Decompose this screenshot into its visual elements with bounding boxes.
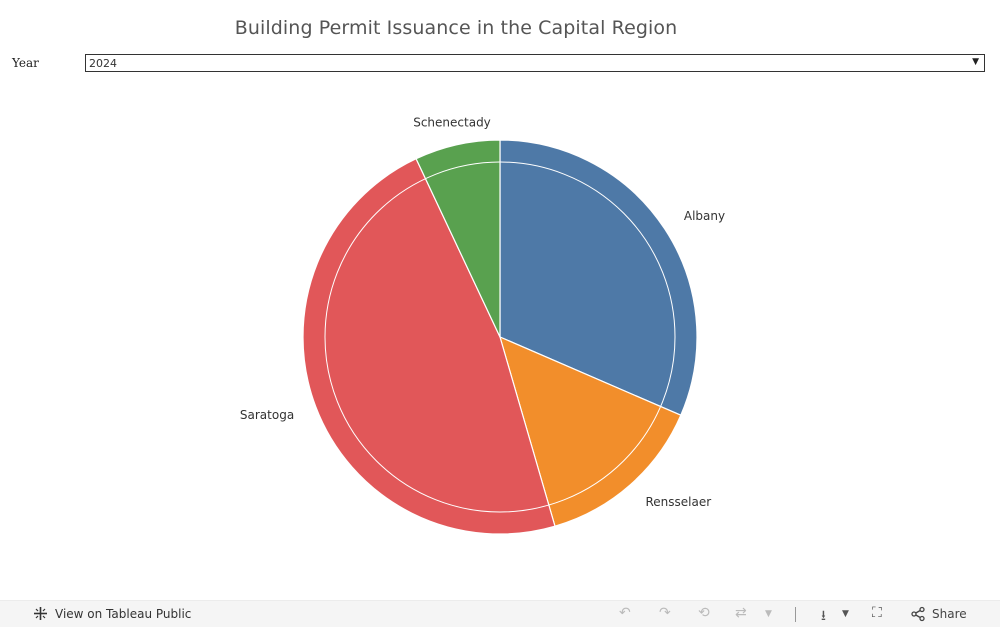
share-button[interactable]: Share	[910, 606, 967, 622]
pie-slice-saratoga[interactable]	[302, 157, 556, 535]
undo-icon[interactable]: ↶	[619, 605, 631, 621]
redo-icon[interactable]: ↷	[659, 605, 671, 621]
chevron-down-icon[interactable]: ▼	[972, 57, 979, 67]
view-on-tableau-link[interactable]: View on Tableau Public	[32, 605, 191, 622]
pie-inner-ring	[324, 161, 676, 513]
slice-label-schenectady: Schenectady	[413, 115, 491, 129]
year-dropdown[interactable]: 2024 ▼	[85, 54, 985, 72]
revert-icon[interactable]: ⟲	[698, 605, 710, 621]
year-filter-label: Year	[12, 56, 39, 70]
fullscreen-icon[interactable]: ⛶	[872, 605, 882, 621]
toolbar-divider	[795, 607, 796, 622]
brand-text: View on Tableau Public	[55, 606, 192, 621]
pie-slice-albany[interactable]	[499, 139, 698, 417]
share-label: Share	[932, 607, 967, 621]
pie-slice-rensselaer[interactable]	[499, 335, 682, 527]
pie-chart: Albany Rensselaer Saratoga Schenectady	[240, 115, 725, 535]
pie-slice-schenectady[interactable]	[415, 139, 501, 338]
slice-label-rensselaer: Rensselaer	[645, 495, 711, 509]
tableau-toolbar: View on Tableau Public ↶ ↷ ⟲ ⇄ ▼ ⭳ ▼ ⛶ S…	[0, 600, 1000, 627]
slice-label-saratoga: Saratoga	[240, 408, 294, 422]
share-icon	[911, 606, 925, 622]
download-dropdown-icon[interactable]: ▼	[842, 609, 849, 619]
download-icon[interactable]: ⭳	[821, 608, 826, 624]
year-dropdown-value: 2024	[89, 57, 117, 70]
slice-label-albany: Albany	[684, 209, 725, 223]
refresh-icon[interactable]: ⇄	[735, 605, 747, 621]
page-title: Building Permit Issuance in the Capital …	[234, 17, 678, 39]
tableau-logo-icon	[34, 607, 47, 620]
refresh-dropdown-icon[interactable]: ▼	[765, 609, 772, 619]
